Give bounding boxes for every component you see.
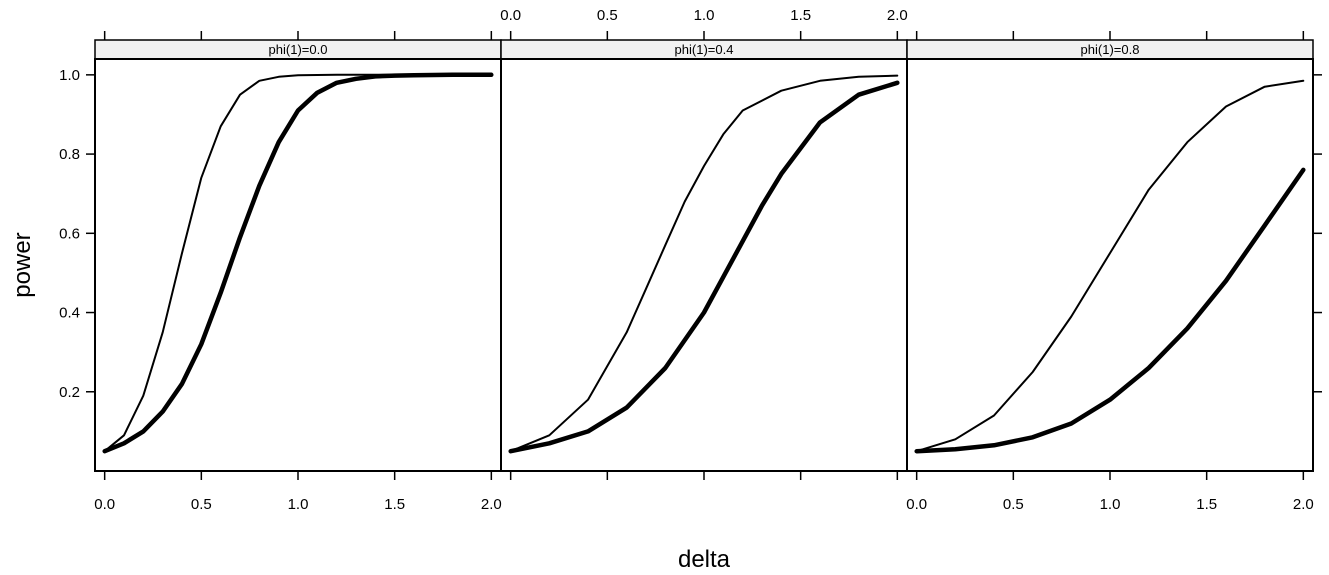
thick-power-curve — [102, 72, 494, 454]
thick-power-curve — [508, 80, 900, 454]
x-tick-label-top: 0.5 — [597, 7, 618, 24]
x-tick-label-bottom: 1.0 — [288, 496, 309, 513]
x-tick-label-bottom: 1.5 — [1196, 496, 1217, 513]
y-tick-label: 0.4 — [59, 305, 80, 322]
y-tick-label: 1.0 — [59, 67, 80, 84]
x-tick-label-bottom: 1.0 — [1100, 496, 1121, 513]
thick-power-curve — [914, 167, 1306, 454]
x-tick-label-bottom: 1.5 — [384, 496, 405, 513]
panel-3: phi(1)=0.8 — [906, 39, 1314, 472]
x-tick-label-top: 2.0 — [887, 7, 908, 24]
thin-power-curve — [509, 74, 899, 453]
y-tick-label: 0.2 — [59, 384, 80, 401]
x-axis-title: delta — [678, 546, 731, 573]
x-tick-label-top: 0.0 — [500, 7, 521, 24]
panel-1: phi(1)=0.0 — [94, 39, 502, 472]
strip-label: phi(1)=0.0 — [269, 42, 328, 57]
thin-power-curve — [103, 73, 493, 453]
x-tick-label-bottom: 2.0 — [1293, 496, 1314, 513]
panel-frame — [500, 58, 908, 472]
x-tick-label-top: 1.0 — [694, 7, 715, 24]
x-tick-label-bottom: 0.0 — [906, 496, 927, 513]
x-tick-label-top: 1.5 — [790, 7, 811, 24]
y-tick-label: 0.6 — [59, 225, 80, 242]
panel-frame — [906, 58, 1314, 472]
y-tick-label: 0.8 — [59, 146, 80, 163]
x-tick-label-bottom: 2.0 — [481, 496, 502, 513]
panel-2: phi(1)=0.4 — [500, 39, 908, 472]
strip-label: phi(1)=0.8 — [1081, 42, 1140, 57]
strip-label: phi(1)=0.4 — [675, 42, 734, 57]
x-tick-label-bottom: 0.5 — [1003, 496, 1024, 513]
y-axis-title: power — [9, 232, 36, 297]
panel-frame — [94, 58, 502, 472]
x-tick-label-bottom: 0.0 — [94, 496, 115, 513]
thin-power-curve — [915, 79, 1305, 453]
x-tick-label-bottom: 0.5 — [191, 496, 212, 513]
